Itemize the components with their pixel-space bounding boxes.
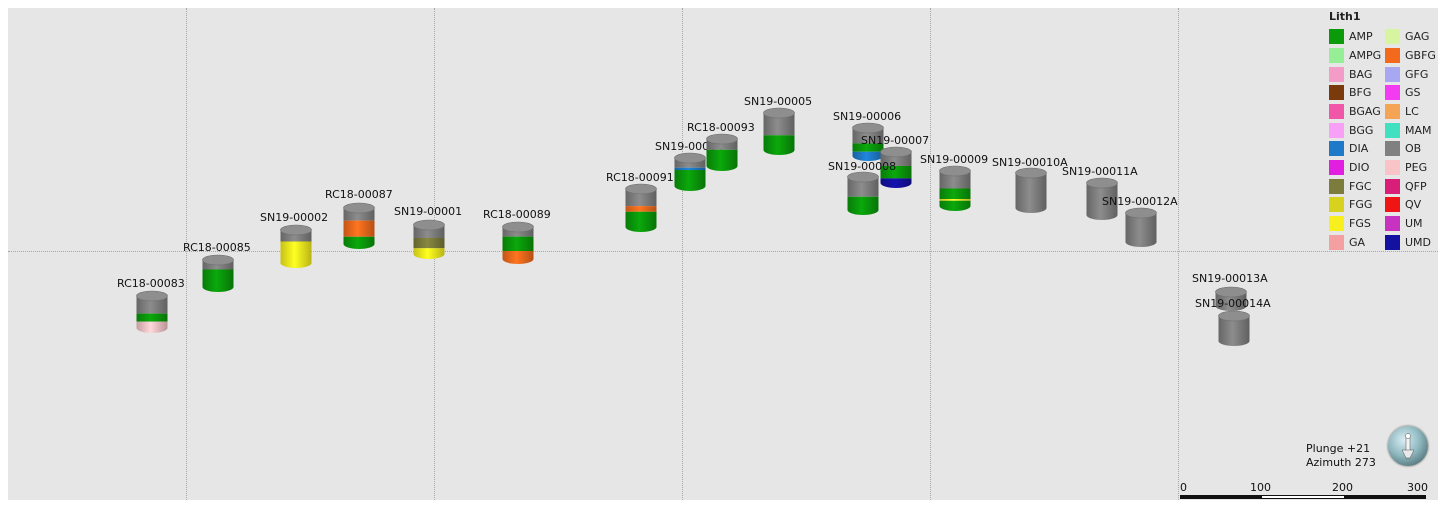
legend-label: GA	[1349, 235, 1366, 249]
legend-label: BGAG	[1349, 105, 1381, 118]
legend-item: UM	[1381, 216, 1437, 232]
grid-line	[682, 8, 683, 500]
legend-label: DIA	[1349, 142, 1369, 156]
legend-swatch	[1329, 104, 1344, 119]
legend-item: BGG	[1325, 122, 1381, 138]
legend-item: LC	[1381, 104, 1437, 120]
legend-swatch	[1385, 85, 1400, 101]
legend-item: PEG	[1381, 160, 1437, 176]
legend-swatch	[1385, 66, 1400, 82]
scale-segment	[1180, 495, 1262, 499]
legend-item: AMPG	[1325, 47, 1382, 64]
scale-label: 100	[1250, 481, 1271, 494]
legend-item: BAG	[1325, 66, 1381, 82]
grid-line	[8, 251, 1438, 252]
legend-label: BGG	[1349, 123, 1374, 137]
legend-item: QV	[1381, 197, 1437, 213]
legend-item: FGG	[1325, 197, 1381, 213]
legend-item: QFP	[1381, 178, 1437, 195]
legend-label: QFP	[1405, 179, 1427, 193]
legend-swatch	[1385, 216, 1400, 232]
legend-label: PEG	[1405, 161, 1428, 175]
legend-item: DIA	[1325, 141, 1381, 157]
legend-item: UMD	[1381, 234, 1437, 251]
scale-label: 0	[1180, 481, 1187, 494]
legend-swatch	[1329, 47, 1344, 63]
scale-label: 300	[1407, 481, 1428, 494]
legend-swatch	[1329, 29, 1344, 45]
legend-grid: AMP GAG AMPG GBFG BAG GFG BFG GS BGAG LC BGG MAM DIA…	[1325, 29, 1437, 250]
legend-swatch	[1385, 160, 1400, 176]
legend-item: BFG	[1325, 85, 1381, 101]
legend-item: MAM	[1381, 122, 1437, 138]
legend-swatch	[1385, 197, 1400, 213]
legend-swatch	[1385, 47, 1400, 63]
legend-title: Lith1	[1329, 10, 1361, 23]
legend-label: MAM	[1405, 123, 1432, 137]
grid-line	[434, 8, 435, 500]
legend-swatch	[1329, 122, 1344, 138]
orientation-compass-icon[interactable]	[1388, 426, 1428, 466]
legend-swatch	[1385, 122, 1400, 138]
scale-segment	[1262, 495, 1344, 499]
legend-swatch	[1329, 66, 1344, 82]
grid-line	[186, 8, 187, 500]
legend-item: GBFG	[1381, 47, 1437, 64]
legend-label: GFG	[1405, 67, 1429, 81]
legend-label: UM	[1405, 217, 1423, 231]
legend-item: FGS	[1325, 216, 1381, 232]
legend-label: UMD	[1405, 235, 1432, 249]
legend-label: LC	[1405, 105, 1419, 118]
plunge-readout: Plunge +21	[1306, 442, 1371, 455]
legend-item: OB	[1381, 141, 1437, 157]
legend-label: GBFG	[1405, 48, 1436, 62]
scale-label: 200	[1332, 481, 1353, 494]
legend-swatch	[1385, 104, 1400, 119]
legend-item: GA	[1325, 234, 1381, 251]
legend-label: BFG	[1349, 86, 1372, 100]
scale-bar: 0 100 200 300	[1180, 481, 1428, 503]
legend-swatch	[1329, 197, 1344, 213]
legend-item: GFG	[1381, 66, 1437, 82]
legend-swatch	[1385, 29, 1400, 45]
legend-item: DIO	[1325, 160, 1381, 176]
legend-swatch	[1385, 178, 1400, 194]
legend-swatch	[1385, 234, 1400, 250]
legend-swatch	[1329, 216, 1344, 232]
legend-swatch	[1329, 85, 1344, 101]
grid-line	[1178, 8, 1179, 500]
legend-item: AMP	[1325, 29, 1381, 45]
view-orientation-info: Plunge +21 Azimuth 273	[1306, 442, 1376, 470]
azimuth-readout: Azimuth 273	[1306, 456, 1376, 469]
legend-swatch	[1329, 141, 1344, 157]
3d-viewport[interactable]	[8, 8, 1438, 500]
legend-label: DIO	[1349, 161, 1370, 175]
legend-swatch	[1329, 234, 1344, 250]
grid-line	[930, 8, 931, 500]
legend-item: GS	[1381, 85, 1437, 101]
legend-label: FGC	[1349, 179, 1372, 193]
legend-label: QV	[1405, 198, 1422, 212]
legend-label: FGG	[1349, 198, 1373, 212]
legend-label: AMPG	[1349, 48, 1382, 62]
legend-swatch	[1329, 160, 1344, 176]
legend-label: AMP	[1349, 30, 1373, 44]
legend-label: GS	[1405, 86, 1421, 100]
legend-item: FGC	[1325, 178, 1381, 195]
legend-label: FGS	[1349, 217, 1371, 231]
legend-swatch	[1329, 178, 1344, 194]
legend-item: BGAG	[1325, 104, 1381, 120]
legend-label: GAG	[1405, 30, 1430, 44]
lithology-legend: Lith1 AMP GAG AMPG GBFG BAG GFG BFG GS BGAG LC BGG…	[1325, 10, 1437, 250]
legend-swatch	[1385, 141, 1400, 157]
legend-label: OB	[1405, 142, 1422, 156]
legend-label: BAG	[1349, 67, 1373, 81]
scale-segment	[1344, 495, 1426, 499]
legend-item: GAG	[1381, 29, 1437, 45]
